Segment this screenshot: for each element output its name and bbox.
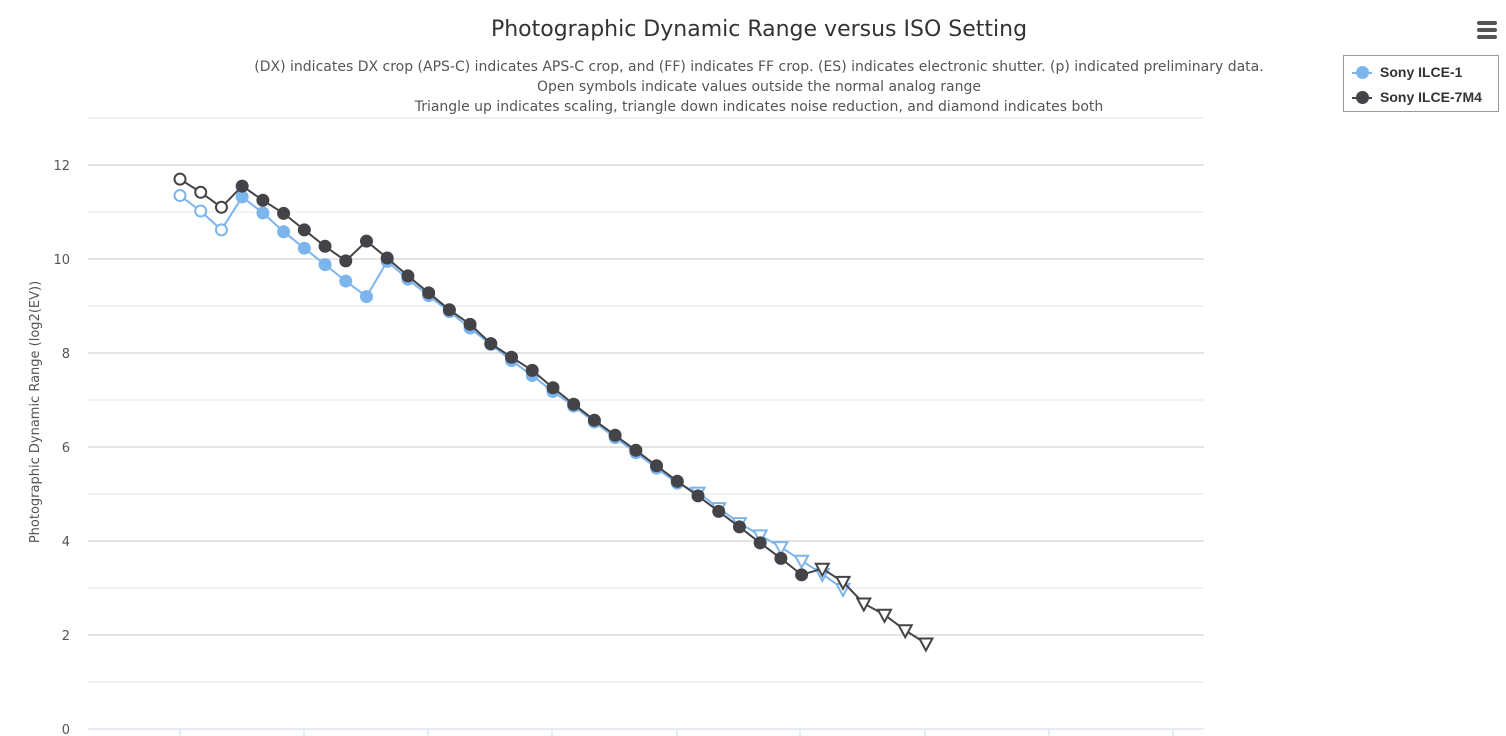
data-point[interactable] bbox=[339, 254, 353, 268]
y-tick-label: 12 bbox=[53, 159, 70, 174]
data-point-open[interactable] bbox=[214, 200, 228, 214]
data-point-triangle-down[interactable] bbox=[772, 541, 790, 557]
data-point[interactable] bbox=[484, 337, 498, 351]
data-point[interactable] bbox=[463, 317, 477, 331]
legend-label-series-2: Sony ILCE-7M4 bbox=[1380, 89, 1482, 105]
y-tick-label: 4 bbox=[62, 535, 70, 550]
data-point-open[interactable] bbox=[194, 204, 208, 218]
data-point-triangle-down[interactable] bbox=[917, 637, 935, 653]
chart-legend: Sony ILCE-1 Sony ILCE-7M4 bbox=[1343, 55, 1499, 112]
data-point[interactable] bbox=[256, 206, 270, 220]
legend-marker-series-2 bbox=[1356, 91, 1369, 104]
y-axis-ticks: 0 2 4 6 8 10 12 bbox=[53, 159, 70, 736]
data-point-triangle-down[interactable] bbox=[855, 597, 872, 613]
series-line bbox=[179, 178, 927, 645]
data-point[interactable] bbox=[650, 459, 664, 473]
legend-label-series-1: Sony ILCE-1 bbox=[1380, 64, 1463, 80]
y-tick-label: 6 bbox=[62, 441, 70, 456]
data-point[interactable] bbox=[297, 223, 311, 237]
data-point[interactable] bbox=[567, 397, 581, 411]
data-point[interactable] bbox=[505, 350, 519, 364]
data-point[interactable] bbox=[795, 568, 809, 582]
data-point-open[interactable] bbox=[194, 185, 208, 199]
data-point[interactable] bbox=[277, 225, 291, 239]
data-point[interactable] bbox=[629, 443, 643, 457]
data-point[interactable] bbox=[277, 206, 291, 220]
data-point[interactable] bbox=[318, 258, 332, 272]
series-1 bbox=[173, 189, 852, 598]
series-layer bbox=[173, 172, 935, 653]
data-point[interactable] bbox=[442, 303, 456, 317]
grid-lines bbox=[88, 117, 1204, 683]
data-point[interactable] bbox=[297, 241, 311, 255]
data-point[interactable] bbox=[339, 274, 353, 288]
data-point[interactable] bbox=[712, 504, 726, 518]
data-point[interactable] bbox=[256, 193, 270, 207]
y-tick-label: 10 bbox=[53, 253, 70, 268]
data-point[interactable] bbox=[608, 428, 622, 442]
data-point[interactable] bbox=[422, 286, 436, 300]
chart-subtitle-line-1: (DX) indicates DX crop (APS-C) indicates… bbox=[254, 59, 1263, 75]
data-point[interactable] bbox=[359, 290, 373, 304]
legend-item-series-2[interactable]: Sony ILCE-7M4 bbox=[1344, 85, 1498, 110]
data-point[interactable] bbox=[401, 269, 415, 283]
data-point-triangle-down[interactable] bbox=[793, 554, 810, 570]
data-point-open[interactable] bbox=[214, 223, 228, 237]
data-point[interactable] bbox=[380, 251, 394, 265]
data-point[interactable] bbox=[691, 489, 705, 503]
data-point[interactable] bbox=[587, 413, 601, 427]
chart-title: Photographic Dynamic Range versus ISO Se… bbox=[491, 17, 1027, 42]
y-tick-label: 8 bbox=[62, 347, 70, 362]
data-point[interactable] bbox=[546, 381, 560, 395]
y-tick-label: 2 bbox=[62, 629, 70, 644]
series-2 bbox=[173, 172, 935, 653]
data-point[interactable] bbox=[753, 536, 767, 550]
data-point[interactable] bbox=[525, 363, 539, 377]
data-point-open[interactable] bbox=[173, 189, 187, 203]
data-point[interactable] bbox=[318, 239, 332, 253]
chart-subtitle-line-3: Triangle up indicates scaling, triangle … bbox=[414, 99, 1104, 115]
legend-marker-series-1 bbox=[1356, 66, 1369, 79]
y-tick-label: 0 bbox=[62, 723, 70, 736]
hamburger-menu-icon[interactable] bbox=[1472, 18, 1502, 44]
data-point-triangle-down[interactable] bbox=[814, 562, 831, 578]
data-point-triangle-down[interactable] bbox=[834, 575, 852, 591]
x-axis bbox=[88, 728, 1204, 736]
chart-subtitle-line-2: Open symbols indicate values outside the… bbox=[537, 79, 981, 95]
data-point[interactable] bbox=[235, 179, 249, 193]
menu-bar-1 bbox=[1477, 21, 1497, 25]
data-point[interactable] bbox=[359, 234, 373, 248]
menu-bar-2 bbox=[1477, 28, 1497, 32]
data-point-open[interactable] bbox=[173, 172, 187, 186]
data-point[interactable] bbox=[732, 520, 746, 534]
data-point[interactable] bbox=[235, 190, 249, 204]
data-point-triangle-down[interactable] bbox=[897, 624, 914, 640]
data-point[interactable] bbox=[774, 551, 788, 565]
y-axis-label: Photographic Dynamic Range (log2(EV)) bbox=[28, 281, 43, 543]
legend-item-series-1[interactable]: Sony ILCE-1 bbox=[1344, 60, 1498, 85]
data-point-triangle-down[interactable] bbox=[876, 608, 893, 624]
data-point[interactable] bbox=[670, 474, 684, 488]
menu-bar-3 bbox=[1477, 35, 1497, 39]
